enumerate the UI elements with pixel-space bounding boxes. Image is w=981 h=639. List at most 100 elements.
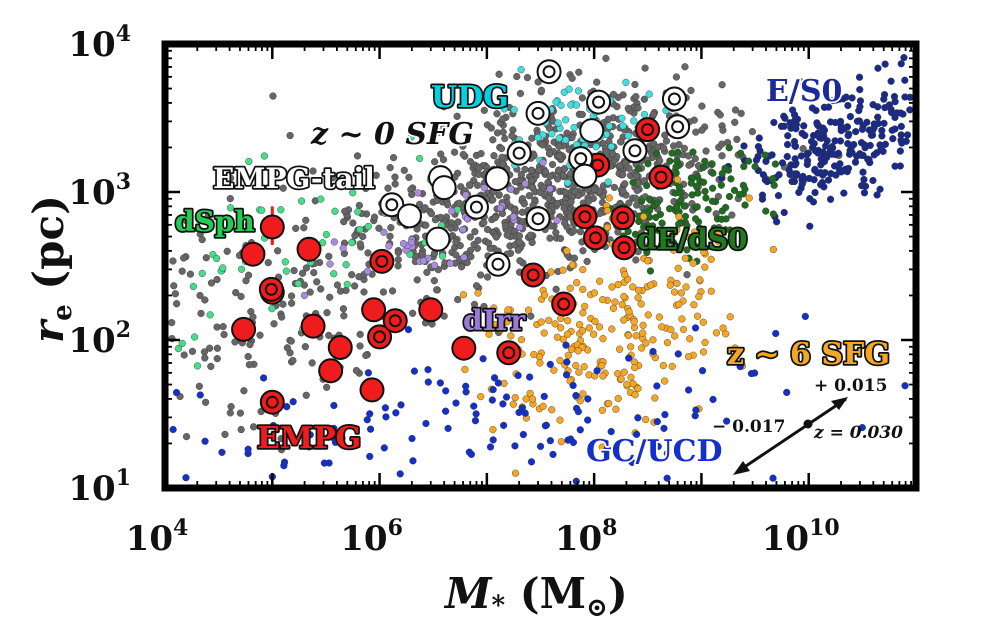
sfg0-point [583, 257, 591, 266]
label-dirr: dIrr [463, 304, 526, 337]
sfg0-point [579, 247, 587, 255]
udg-point [570, 123, 578, 132]
de-ds0-point [673, 203, 681, 211]
sfg6-point [639, 329, 647, 337]
sfg6-point [598, 296, 607, 304]
gc-ucd-point [366, 452, 374, 461]
sfg0-point [474, 170, 483, 178]
empg-tail-point-ring [628, 144, 642, 158]
sfg0-point [656, 157, 664, 165]
sfg0-point [670, 142, 678, 150]
sfg0-point [453, 112, 461, 120]
empg-tail-point [525, 100, 551, 126]
de-ds0-point [708, 197, 717, 205]
empg-tail-point [396, 203, 422, 229]
es0-point [897, 122, 905, 131]
sfg0-point [475, 164, 483, 172]
sfg6-point [621, 271, 629, 279]
label-dsph: dSph [175, 205, 255, 238]
sfg0-point [525, 192, 533, 200]
sfg6-point [693, 312, 702, 320]
gc-ucd-point [858, 423, 866, 432]
es0-point [823, 137, 831, 145]
empg-point-ring [616, 211, 630, 225]
sfg0-point [269, 92, 277, 100]
es0-point [810, 139, 818, 148]
sfg0-point [310, 269, 318, 277]
empg-point [327, 334, 353, 360]
sfg0-point [256, 331, 264, 339]
de-ds0-point [666, 157, 674, 165]
sfg0-point [288, 299, 296, 307]
sfg0-point [391, 173, 399, 181]
dsph-point [226, 204, 235, 212]
udg-point [564, 179, 572, 187]
de-ds0-point [656, 210, 664, 218]
de-ds0-point [740, 162, 748, 171]
gc-ucd-point [422, 419, 430, 428]
sfg0-point [249, 423, 258, 431]
sfg0-point [286, 131, 294, 140]
sfg6-point [684, 353, 693, 361]
dsph-point [281, 258, 289, 266]
es0-point [855, 73, 864, 81]
gc-ucd-point [424, 366, 432, 374]
gc-ucd-point [562, 371, 571, 379]
sfg0-point [508, 132, 516, 140]
sfg6-point [556, 356, 564, 365]
sfg0-point [200, 348, 209, 356]
udg-point [607, 143, 615, 151]
sfg0-point [240, 387, 248, 395]
gc-ucd-point [736, 362, 744, 371]
sfg0-point [575, 68, 583, 76]
sfg0-point [180, 254, 188, 262]
sfg0-point [394, 256, 402, 264]
empg-tail-point-ring [512, 146, 526, 160]
svg-text:M* (M⊙): M* (M⊙) [443, 569, 628, 623]
sfg6-point [477, 393, 485, 401]
sfg6-point [590, 289, 598, 297]
es0-point [806, 195, 814, 203]
sfg0-point [409, 309, 417, 317]
es0-point [774, 192, 783, 200]
sfg0-point [516, 89, 525, 98]
sfg0-point [733, 135, 741, 143]
gc-ucd-point [472, 410, 480, 418]
es0-point [901, 93, 909, 101]
es0-point [813, 119, 821, 127]
gc-ucd-point [330, 401, 338, 410]
dirr-point [507, 185, 515, 193]
de-ds0-point [702, 194, 710, 202]
empg-tail-point-ring [671, 120, 685, 134]
es0-point [762, 157, 770, 165]
sfg6-point [595, 323, 604, 331]
gc-ucd-point [325, 459, 333, 467]
gc-ucd-point [593, 367, 601, 375]
sfg0-point [171, 290, 179, 298]
sfg0-point [493, 110, 501, 118]
es0-point [761, 176, 769, 184]
sfg0-point [527, 312, 535, 320]
sfg0-point [198, 236, 206, 244]
sfg0-point [386, 164, 394, 172]
dsph-point [330, 270, 338, 278]
dsph-point [237, 265, 246, 273]
sfg0-point [480, 302, 488, 311]
sfg0-point [528, 183, 537, 191]
sfg6-point [536, 359, 544, 367]
sfg6-point [603, 207, 611, 215]
sfg0-point [249, 313, 257, 321]
gc-ucd-point [366, 425, 375, 433]
gc-ucd-point [769, 474, 777, 482]
sfg0-point [641, 64, 649, 72]
sfg6-point [579, 265, 587, 274]
es0-point [873, 191, 881, 199]
sfg0-point [562, 188, 570, 197]
sfg0-point [188, 347, 197, 355]
empg-point [611, 235, 637, 261]
sfg0-point [477, 150, 485, 158]
sfg6-point [659, 361, 667, 370]
es0-point [885, 101, 893, 109]
sfg0-point [400, 166, 408, 174]
de-ds0-point [741, 201, 749, 209]
